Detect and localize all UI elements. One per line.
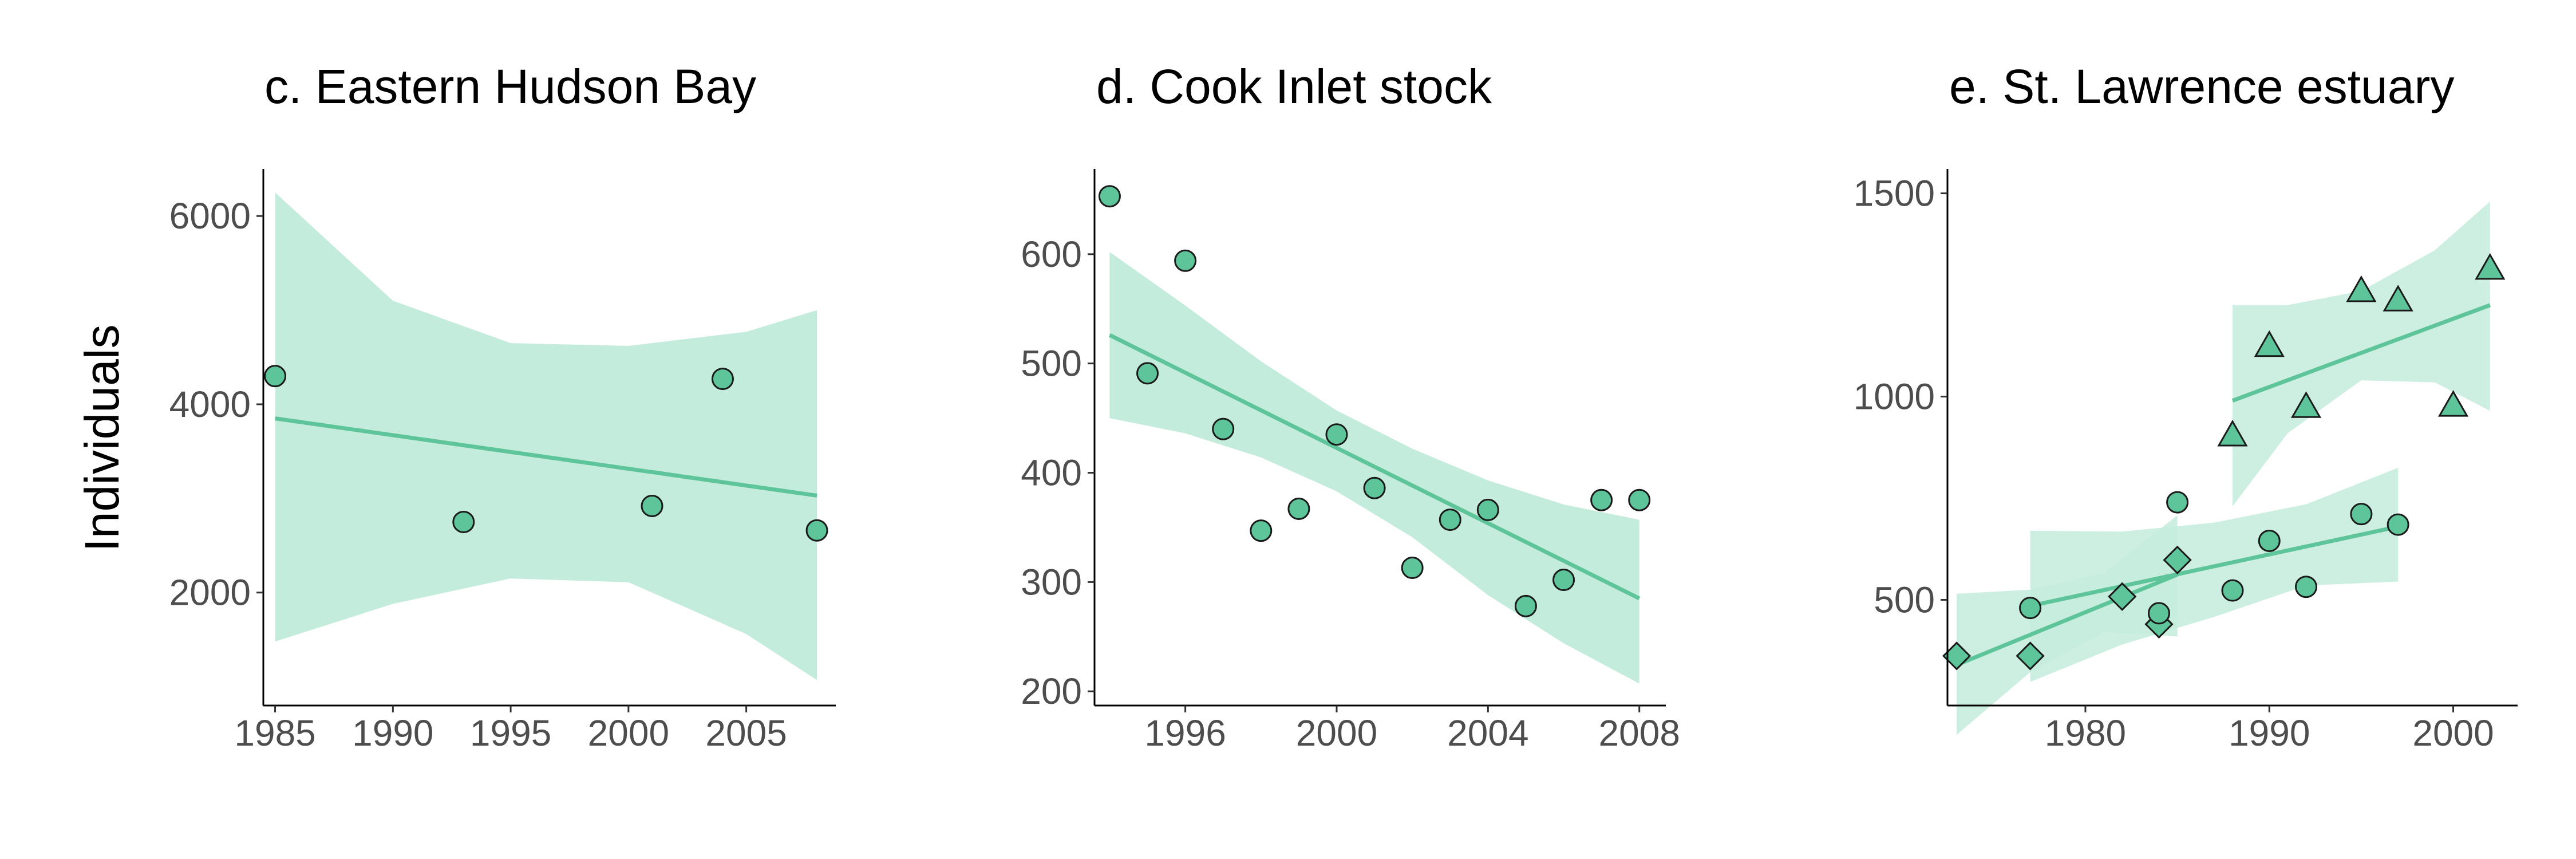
panel-e-point — [2350, 503, 2373, 526]
panel-e-point — [2019, 597, 2042, 620]
panel-e-point — [2254, 330, 2285, 357]
panel-d-y-tick-label: 500 — [1021, 343, 1082, 384]
panel-d-trend-line-0 — [1108, 333, 1641, 601]
panel-d-point — [1401, 557, 1424, 580]
panel-c-x-tick-label: 2005 — [705, 712, 787, 754]
panel-d-point — [1174, 249, 1197, 272]
panel-e-point — [2437, 390, 2469, 417]
panel-d-point — [1212, 417, 1235, 440]
panel-e: e. St. Lawrence estuary 500 1000 1500 1980 1… — [1854, 60, 2518, 754]
panel-e-point — [2346, 275, 2377, 302]
panel-c-trend-line-0 — [275, 416, 817, 498]
panel-d-title: d. Cook Inlet stock — [1096, 60, 1492, 113]
panel-d-point — [1325, 423, 1348, 446]
panel-e-point — [2163, 545, 2192, 574]
panel-c-x-tick-label: 2000 — [588, 712, 669, 754]
panel-c-y-tick-label: 6000 — [169, 195, 251, 237]
panel-d-y-tick-label: 300 — [1021, 561, 1082, 602]
panel-c-point — [264, 365, 287, 388]
panel-d-x-tick-label: 1996 — [1144, 712, 1226, 754]
panel-e-point — [2295, 576, 2318, 598]
panel-c-point — [805, 519, 828, 542]
panel-e-point — [2108, 582, 2137, 611]
panel-d-y-tick-label: 200 — [1021, 671, 1082, 712]
panel-e-trend-line-2 — [2231, 303, 2491, 403]
panel-e-point — [2217, 419, 2248, 447]
panel-e-plot: 500 1000 1500 1980 1990 2000 — [1854, 169, 2518, 754]
panel-d-point — [1250, 519, 1273, 542]
panel-e-x-tick-label: 1980 — [2045, 712, 2126, 754]
panel-e-y-tick-label: 1000 — [1854, 376, 1935, 417]
panel-e-title: e. St. Lawrence estuary — [1949, 60, 2454, 113]
panel-d-plot: 200 300 400 500 600 1996 2000 2004 2008 — [1021, 169, 1680, 754]
panel-c: c. Eastern Hudson Bay 2000 4000 6000 1985 19… — [169, 60, 836, 754]
panel-d-y-tick-label: 600 — [1021, 234, 1082, 275]
panel-e-y-tick-label: 1500 — [1854, 173, 1935, 214]
panel-d-x-tick-label: 2008 — [1599, 712, 1680, 754]
panel-d-y-tick-label: 400 — [1021, 452, 1082, 494]
panel-c-point — [711, 368, 734, 391]
panel-d-point — [1590, 488, 1613, 511]
panel-d-point — [1439, 509, 1461, 531]
panel-d-point — [1287, 497, 1310, 520]
panel-e-trend-line-1 — [2029, 525, 2399, 608]
panel-c-plot: 2000 4000 6000 1985 1990 1995 2000 2005 — [169, 169, 836, 754]
panel-c-x-tick-label: 1990 — [352, 712, 433, 754]
panel-c-x-tick-label: 1985 — [234, 712, 315, 754]
panel-d-point — [1628, 488, 1651, 511]
panel-e-point — [2016, 641, 2045, 671]
panel-e-point — [2221, 579, 2244, 602]
panel-e-point — [2383, 285, 2413, 312]
panel-d-x-tick-label: 2004 — [1447, 712, 1528, 754]
panel-d-point — [1136, 362, 1159, 385]
panel-e-y-tick-label: 500 — [1874, 579, 1935, 620]
panel-e-trend-line-0 — [1955, 573, 2178, 667]
panel-e-point — [2147, 602, 2170, 625]
panel-c-ribbon-0 — [275, 192, 817, 680]
panel-d-point — [1514, 594, 1537, 617]
panel-e-point — [2290, 391, 2322, 418]
panel-e-x-tick-label: 2000 — [2412, 712, 2494, 754]
panel-d-point — [1363, 476, 1386, 499]
panel-c-point — [641, 495, 663, 518]
panel-e-point — [2387, 513, 2409, 536]
panel-d-point — [1552, 569, 1575, 592]
panel-e-ribbon-1 — [2030, 467, 2399, 682]
panel-e-x-tick-label: 1990 — [2229, 712, 2310, 754]
panel-c-point — [452, 510, 475, 533]
panel-e-point — [2166, 491, 2189, 514]
y-axis-label: Individuals — [75, 325, 129, 552]
panel-e-point — [2258, 530, 2281, 553]
panel-d-x-tick-label: 2000 — [1296, 712, 1377, 754]
panel-d-point — [1098, 185, 1121, 208]
panel-c-x-tick-label: 1995 — [470, 712, 551, 754]
panel-c-y-tick-label: 4000 — [169, 384, 251, 425]
panel-e-point — [2475, 253, 2506, 280]
panel-c-y-tick-label: 2000 — [169, 572, 251, 613]
panel-c-title: c. Eastern Hudson Bay — [264, 60, 756, 113]
panel-d-point — [1476, 498, 1499, 521]
